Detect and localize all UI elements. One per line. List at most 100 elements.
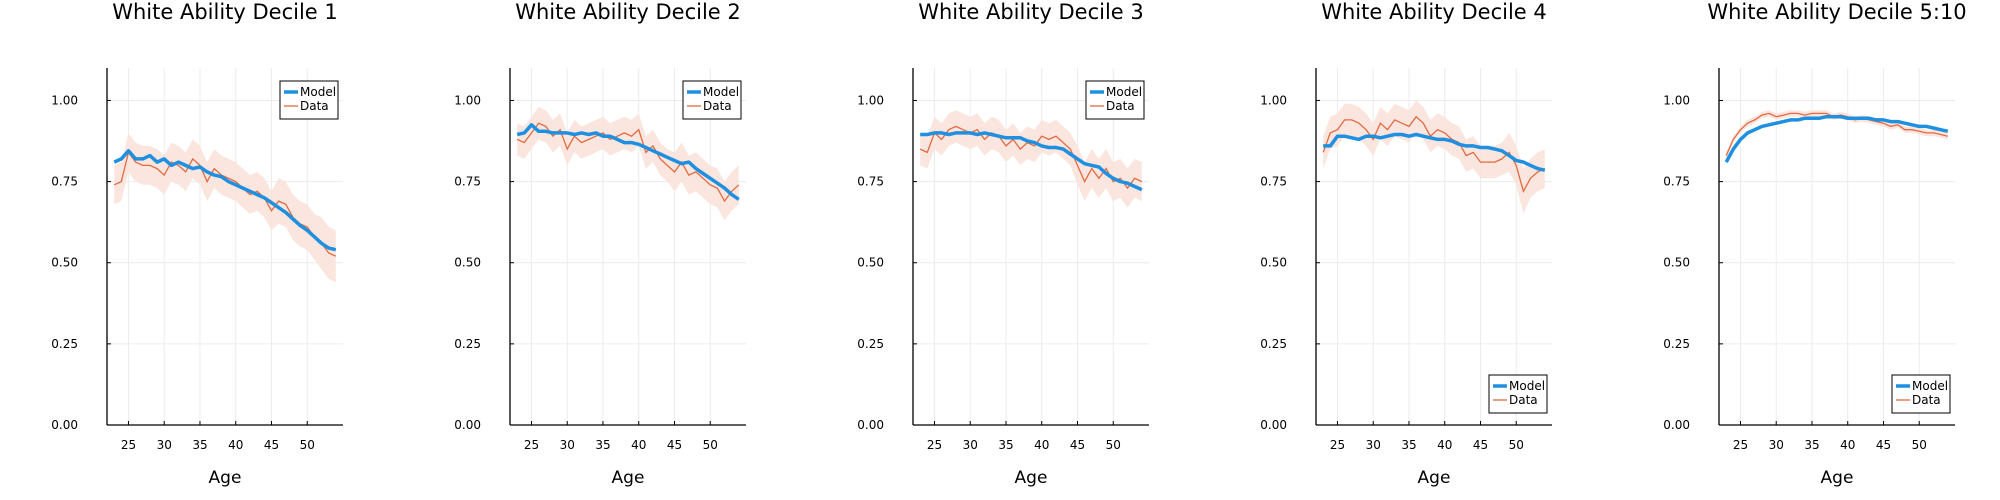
x-tick-label: 50	[1509, 438, 1524, 452]
x-tick-label: 50	[300, 438, 315, 452]
x-tick-label: 30	[963, 438, 978, 452]
y-tick-label: 0.00	[857, 418, 884, 432]
y-tick-label: 0.25	[1663, 337, 1690, 351]
y-tick-label: 0.00	[1663, 418, 1690, 432]
series-line-model	[920, 131, 1143, 192]
y-tick-label: 1.00	[857, 93, 884, 107]
series-line-model	[1724, 114, 1949, 163]
x-tick-label: 30	[1769, 438, 1784, 452]
chart-panel-4: White Ability Decile 4 0.00 0.25 0.50 0.75 1.…	[1260, 0, 1552, 488]
y-tick-label: 0.75	[454, 175, 481, 189]
y-tick-label: 1.00	[51, 93, 78, 107]
x-tick-label: 30	[157, 438, 172, 452]
x-axis-label: Age	[1418, 468, 1451, 488]
legend-box	[279, 80, 339, 120]
legend-label-data: Data	[1912, 393, 1941, 407]
series-line-data	[516, 122, 740, 203]
x-tick-label: 35	[192, 438, 207, 452]
x-axis-label: Age	[1015, 468, 1048, 488]
legend-label-model: Model	[1106, 85, 1142, 99]
legend-label-data: Data	[1509, 393, 1538, 407]
y-tick-label: 0.25	[454, 337, 481, 351]
x-tick-label: 45	[1473, 438, 1488, 452]
legend-box	[1488, 374, 1548, 414]
legend-label-model: Model	[1912, 379, 1948, 393]
x-tick-label: 35	[595, 438, 610, 452]
x-tick-label: 30	[1366, 438, 1381, 452]
legend-box	[682, 80, 742, 120]
y-tick-label: 0.25	[51, 337, 78, 351]
y-tick-label: 0.25	[857, 337, 884, 351]
y-tick-label: 1.00	[454, 93, 481, 107]
legend-box	[1891, 374, 1951, 414]
y-tick-label: 0.50	[454, 256, 481, 270]
chart-panel-1: White Ability Decile 1 0.00 0.25 0.50 0.75 1.…	[51, 0, 343, 488]
y-tick-label: 0.50	[1663, 256, 1690, 270]
x-tick-label: 40	[631, 438, 646, 452]
x-tick-label: 45	[1876, 438, 1891, 452]
x-axis-label: Age	[612, 468, 645, 488]
x-tick-label: 40	[1840, 438, 1855, 452]
y-tick-label: 0.75	[1260, 175, 1287, 189]
x-tick-label: 50	[1106, 438, 1121, 452]
x-axis-label: Age	[209, 468, 242, 488]
x-tick-label: 25	[524, 438, 539, 452]
x-tick-label: 25	[121, 438, 136, 452]
chart-title: White Ability Decile 1	[112, 0, 338, 24]
y-tick-label: 0.00	[51, 418, 78, 432]
chart-title: White Ability Decile 2	[515, 0, 741, 24]
x-tick-label: 30	[560, 438, 575, 452]
series-line-model	[516, 123, 740, 201]
x-tick-label: 35	[1401, 438, 1416, 452]
legend-label-model: Model	[300, 85, 336, 99]
x-tick-label: 40	[228, 438, 243, 452]
legend-label-data: Data	[1106, 99, 1135, 113]
x-tick-label: 35	[1804, 438, 1819, 452]
chart-panel-5: White Ability Decile 5:10 0.00 0.25 0.50 0.7…	[1663, 0, 1966, 488]
x-tick-label: 35	[998, 438, 1013, 452]
data-confidence-band	[114, 132, 336, 283]
chart-panel-3: White Ability Decile 3 0.00 0.25 0.50 0.75 1.…	[857, 0, 1149, 488]
chart-title: White Ability Decile 4	[1321, 0, 1547, 24]
y-tick-label: 0.75	[51, 175, 78, 189]
y-tick-label: 0.50	[857, 256, 884, 270]
legend-label-model: Model	[703, 85, 739, 99]
y-tick-label: 0.25	[1260, 337, 1287, 351]
y-tick-label: 0.75	[857, 175, 884, 189]
x-tick-label: 40	[1034, 438, 1049, 452]
legend-label-model: Model	[1509, 379, 1545, 393]
x-tick-label: 45	[1070, 438, 1085, 452]
data-confidence-band	[517, 106, 739, 221]
y-tick-label: 1.00	[1663, 93, 1690, 107]
data-confidence-band	[1323, 100, 1545, 214]
legend-label-data: Data	[703, 99, 732, 113]
y-tick-label: 0.75	[1663, 175, 1690, 189]
x-axis-label: Age	[1821, 468, 1854, 488]
y-tick-label: 1.00	[1260, 93, 1287, 107]
chart-title: White Ability Decile 3	[918, 0, 1144, 24]
data-confidence-band	[920, 110, 1142, 208]
y-tick-label: 0.50	[1260, 256, 1287, 270]
x-tick-label: 40	[1437, 438, 1452, 452]
x-tick-label: 25	[927, 438, 942, 452]
legend-box	[1085, 80, 1145, 120]
x-tick-label: 45	[667, 438, 682, 452]
x-tick-label: 25	[1330, 438, 1345, 452]
legend-label-data: Data	[300, 99, 329, 113]
series-line-model	[1323, 132, 1546, 172]
series-line-model	[113, 149, 337, 252]
y-tick-label: 0.50	[51, 256, 78, 270]
x-tick-label: 50	[703, 438, 718, 452]
y-tick-label: 0.00	[454, 418, 481, 432]
x-tick-label: 45	[264, 438, 279, 452]
chart-panel-2: White Ability Decile 2 0.00 0.25 0.50 0.75 1.…	[454, 0, 746, 488]
y-tick-label: 0.00	[1260, 418, 1287, 432]
x-tick-label: 50	[1912, 438, 1927, 452]
chart-title: White Ability Decile 5:10	[1707, 0, 1966, 24]
x-tick-label: 25	[1733, 438, 1748, 452]
